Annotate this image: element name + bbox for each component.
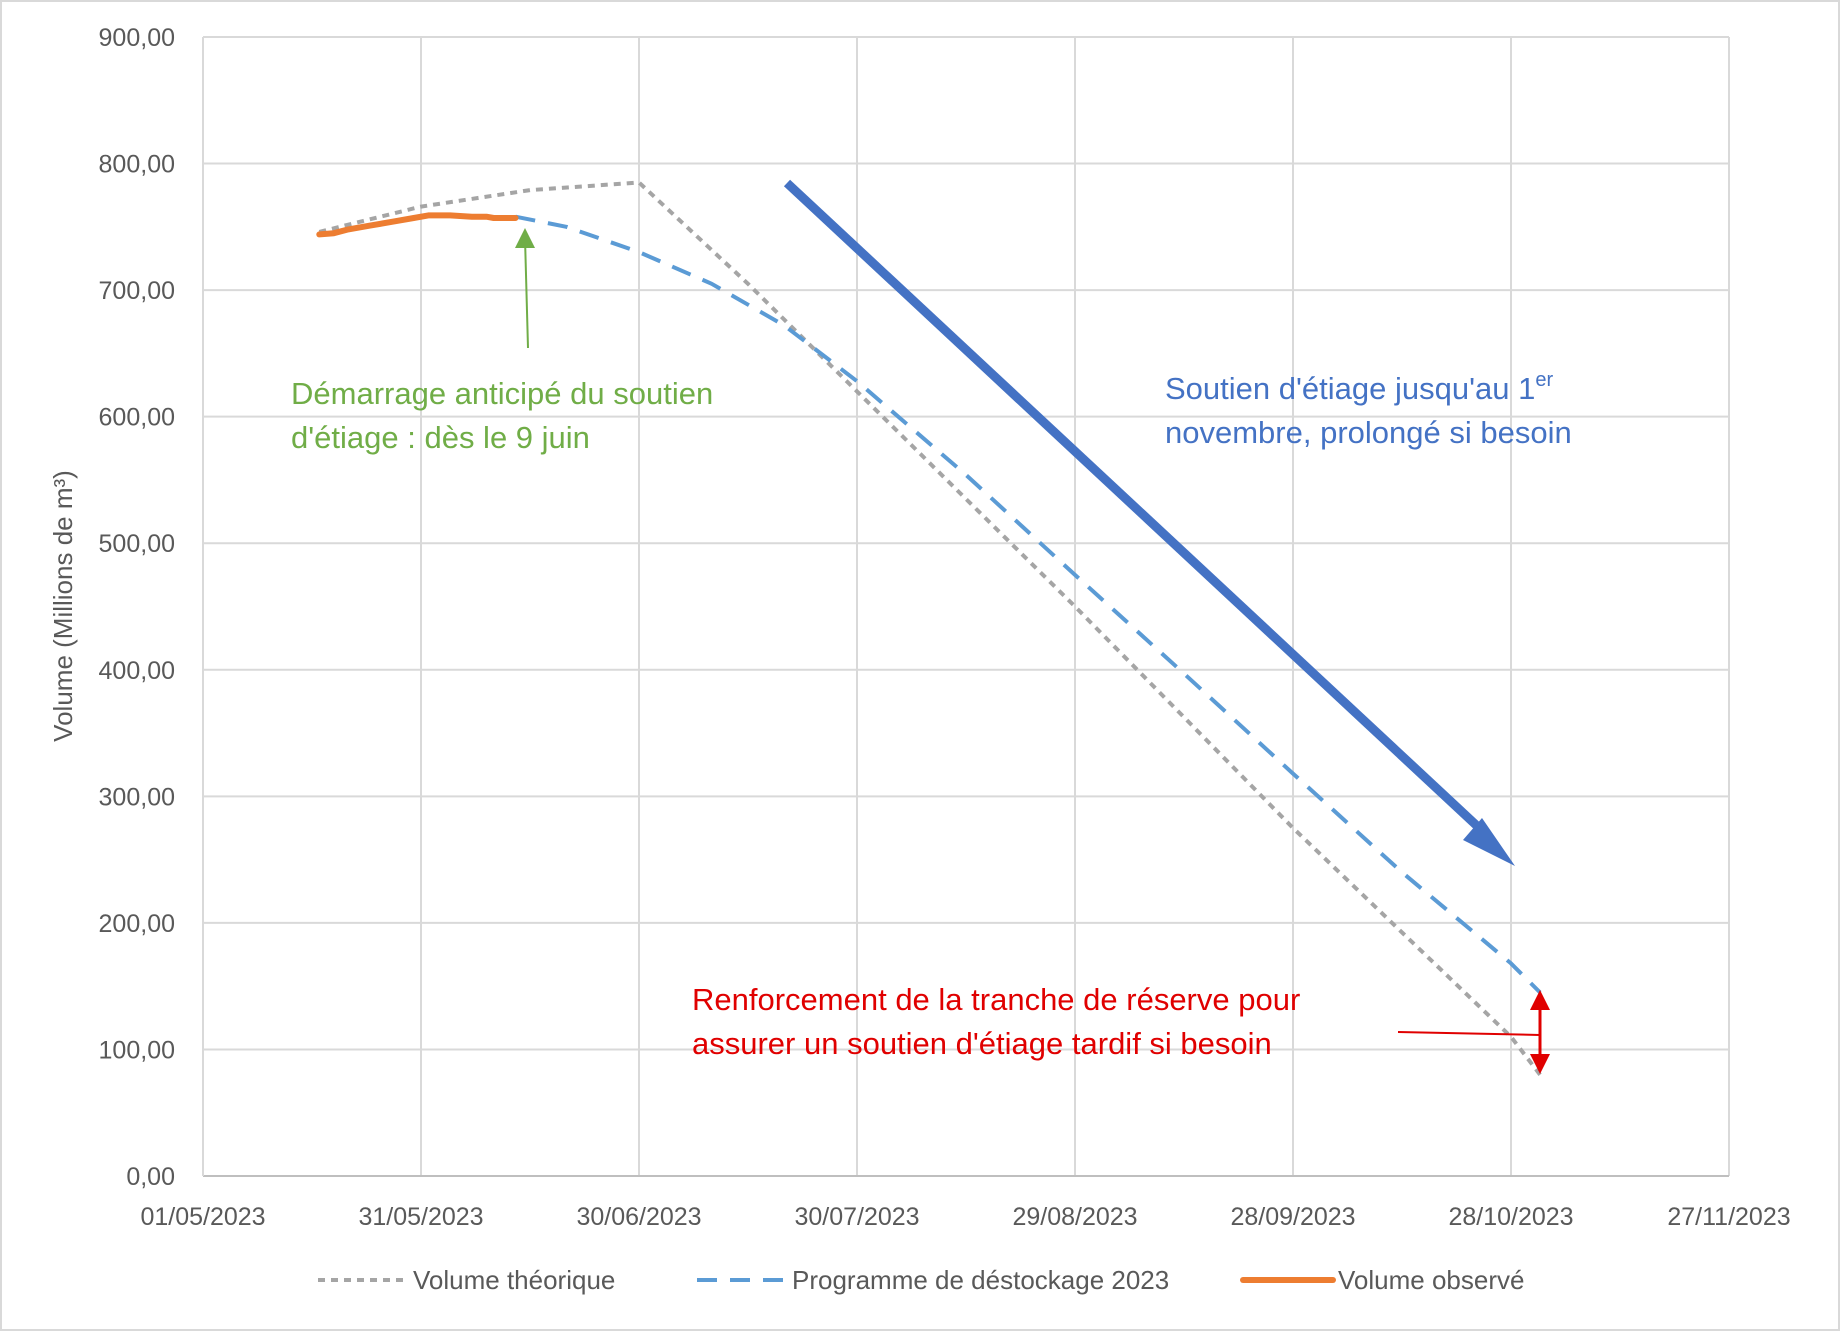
annotation-arrow-green-head (515, 228, 535, 248)
annotation-blue-line-1: Soutien d'étiage jusqu'au 1er (1165, 369, 1553, 406)
x-tick-label: 30/06/2023 (576, 1203, 701, 1231)
annotation-reserve: Renforcement de la tranche de réserve po… (692, 982, 1550, 1074)
y-axis-label: Volume (Millions de m³) (48, 470, 78, 742)
series-lines (316, 180, 1542, 1077)
y-tick-label: 300,00 (99, 783, 175, 811)
x-tick-label: 01/05/2023 (140, 1203, 265, 1231)
annotation-blue-line-1-text: Soutien d'étiage jusqu'au 1 (1165, 371, 1535, 406)
y-tick-label: 100,00 (99, 1036, 175, 1064)
y-tick-labels: 0,00 100,00 200,00 300,00 400,00 500,00 600,00… (99, 24, 175, 1191)
legend-label-2: Volume observé (1338, 1265, 1524, 1295)
y-tick-label: 800,00 (99, 151, 175, 179)
y-tick-label: 600,00 (99, 404, 175, 432)
x-tick-label: 27/11/2023 (1667, 1203, 1790, 1231)
annotation-early-start: Démarrage anticipé du soutien d'étiage :… (291, 228, 713, 455)
x-tick-label: 30/07/2023 (794, 1203, 919, 1231)
annotation-blue-line-2: novembre, prolongé si besoin (1165, 415, 1572, 450)
annotation-green-line-1: Démarrage anticipé du soutien (291, 376, 713, 411)
annotation-red-line-1: Renforcement de la tranche de réserve po… (692, 982, 1300, 1017)
x-tick-label: 28/09/2023 (1230, 1203, 1355, 1231)
y-tick-label: 500,00 (99, 530, 175, 558)
annotation-red-arrow-down (1530, 1054, 1550, 1074)
annotation-blue-sup: er (1535, 369, 1553, 391)
y-tick-label: 700,00 (99, 277, 175, 305)
annotation-green-line-2: d'étiage : dès le 9 juin (291, 420, 590, 455)
annotation-arrow-blue (783, 179, 1494, 842)
x-tick-labels: 01/05/2023 31/05/2023 30/06/2023 30/07/2023… (140, 1203, 1790, 1231)
legend-label-1: Programme de déstockage 2023 (792, 1265, 1169, 1295)
series-line-2 (316, 212, 519, 238)
axes (202, 37, 1729, 1177)
annotation-support-period: Soutien d'étiage jusqu'au 1er novembre, … (783, 179, 1572, 866)
grid-lines (203, 36, 1730, 1176)
y-tick-label: 0,00 (126, 1163, 175, 1191)
annotation-red-pointer (1397, 1031, 1541, 1036)
y-tick-label: 400,00 (99, 657, 175, 685)
annotation-red-line-2: assurer un soutien d'étiage tardif si be… (692, 1026, 1272, 1061)
annotation-red-arrow-up (1530, 990, 1550, 1010)
x-tick-label: 31/05/2023 (358, 1203, 483, 1231)
x-tick-label: 29/08/2023 (1012, 1203, 1137, 1231)
annotation-arrow-blue-head (1463, 818, 1515, 866)
legend-label-0: Volume théorique (413, 1265, 615, 1295)
x-tick-label: 28/10/2023 (1448, 1203, 1573, 1231)
annotation-arrow-green (520, 233, 531, 349)
legend: Volume théorique Programme de déstockage … (318, 1265, 1524, 1295)
y-tick-label: 900,00 (99, 24, 175, 52)
y-tick-label: 200,00 (99, 910, 175, 938)
